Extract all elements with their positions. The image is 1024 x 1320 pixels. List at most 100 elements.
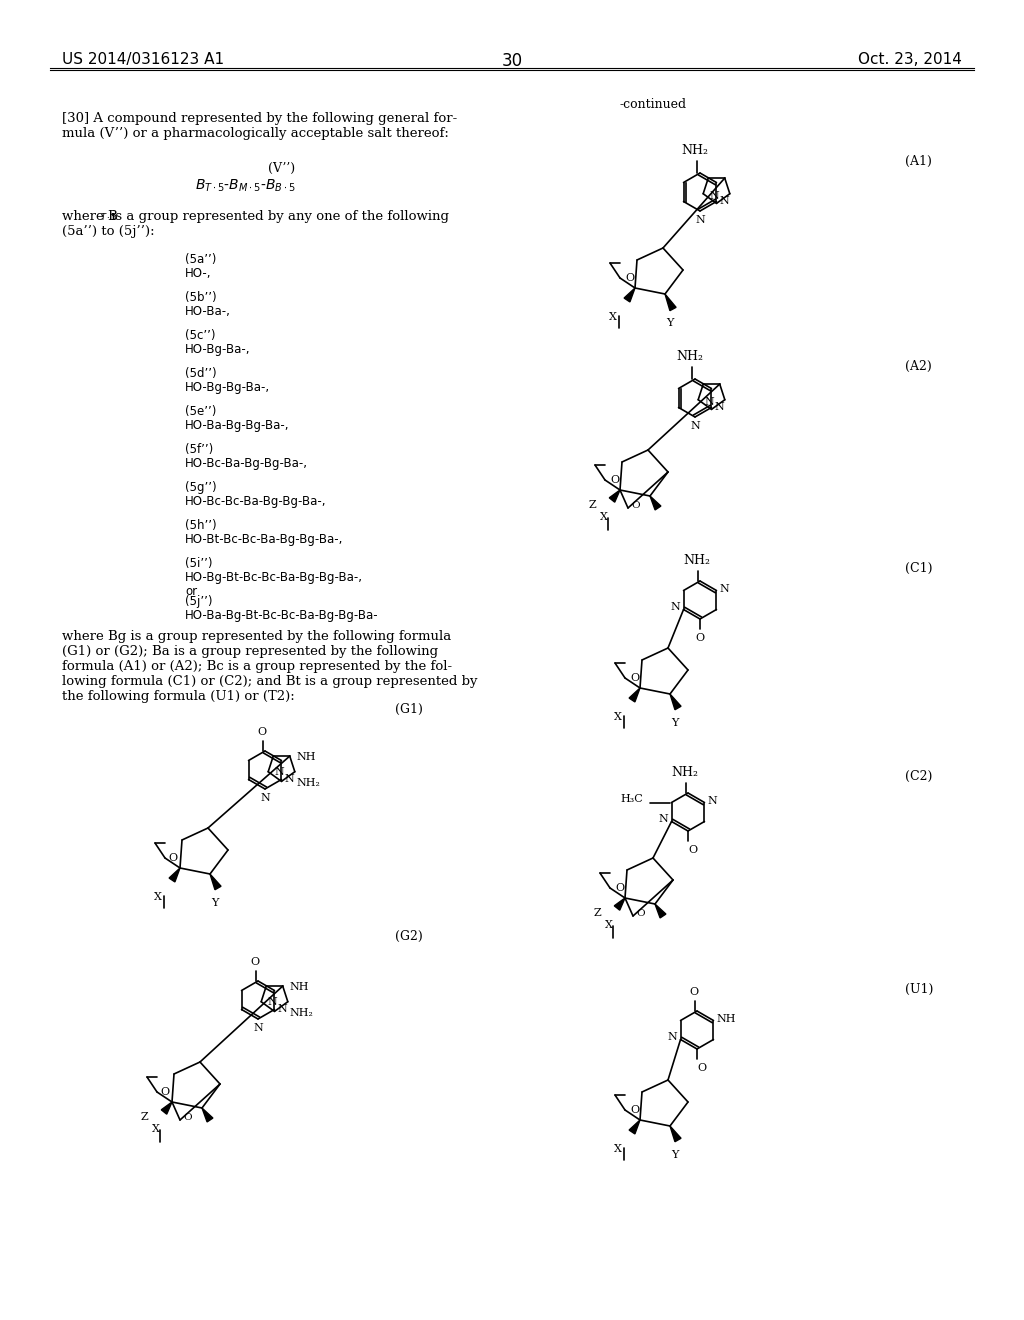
Text: lowing formula (C1) or (C2); and Bt is a group represented by: lowing formula (C1) or (C2); and Bt is a…	[62, 675, 477, 688]
Text: NH₂: NH₂	[682, 144, 709, 157]
Text: HO-Bg-Bg-Ba-,: HO-Bg-Bg-Ba-,	[185, 381, 270, 393]
Text: O: O	[183, 1114, 191, 1122]
Text: NH: NH	[297, 751, 316, 762]
Text: (G2): (G2)	[395, 931, 423, 942]
Text: O: O	[636, 909, 645, 919]
Text: (5j’’): (5j’’)	[185, 595, 213, 609]
Text: N: N	[720, 583, 729, 594]
Text: (C1): (C1)	[905, 562, 933, 576]
Text: N: N	[715, 403, 724, 412]
Text: HO-Bg-Ba-,: HO-Bg-Ba-,	[185, 343, 251, 356]
Polygon shape	[629, 1119, 640, 1134]
Text: N: N	[671, 602, 681, 612]
Text: (5e’’): (5e’’)	[185, 405, 216, 418]
Text: (5a’’) to (5j’’):: (5a’’) to (5j’’):	[62, 224, 155, 238]
Text: N: N	[668, 1032, 678, 1043]
Polygon shape	[655, 904, 666, 917]
Text: N: N	[253, 1023, 263, 1034]
Text: (U1): (U1)	[905, 983, 933, 997]
Text: [30] A compound represented by the following general for-: [30] A compound represented by the follo…	[62, 112, 458, 125]
Text: (5c’’): (5c’’)	[185, 329, 215, 342]
Text: O: O	[626, 273, 635, 282]
Text: O: O	[631, 502, 640, 511]
Polygon shape	[670, 694, 681, 710]
Polygon shape	[650, 496, 660, 510]
Text: (G1) or (G2); Ba is a group represented by the following: (G1) or (G2); Ba is a group represented …	[62, 645, 438, 657]
Text: or: or	[185, 585, 198, 598]
Text: Z: Z	[588, 500, 596, 510]
Text: HO-,: HO-,	[185, 267, 212, 280]
Text: where B: where B	[62, 210, 118, 223]
Text: N: N	[274, 767, 285, 777]
Text: O: O	[695, 634, 705, 643]
Text: -continued: -continued	[620, 98, 687, 111]
Text: N: N	[278, 1005, 287, 1015]
Text: O: O	[257, 727, 266, 737]
Text: N: N	[720, 197, 729, 206]
Polygon shape	[624, 288, 635, 302]
Text: HO-Bg-Bt-Bc-Bc-Ba-Bg-Bg-Ba-,: HO-Bg-Bt-Bc-Bc-Ba-Bg-Bg-Ba-,	[185, 572, 362, 583]
Text: X: X	[614, 711, 622, 722]
Text: O: O	[631, 673, 640, 682]
Text: HO-Bc-Ba-Bg-Bg-Ba-,: HO-Bc-Ba-Bg-Bg-Ba-,	[185, 457, 308, 470]
Text: X: X	[154, 892, 162, 902]
Polygon shape	[161, 1102, 172, 1114]
Text: HO-Ba-Bg-Bt-Bc-Bc-Ba-Bg-Bg-Ba-: HO-Ba-Bg-Bt-Bc-Bc-Ba-Bg-Bg-Ba-	[185, 609, 379, 622]
Text: N: N	[705, 397, 715, 408]
Text: O: O	[697, 1063, 707, 1073]
Text: O: O	[168, 853, 177, 863]
Text: NH₂: NH₂	[683, 554, 711, 568]
Text: O: O	[610, 475, 620, 484]
Text: NH: NH	[290, 982, 309, 991]
Polygon shape	[614, 898, 625, 911]
Text: O: O	[688, 845, 697, 855]
Text: N: N	[695, 215, 705, 224]
Text: (A2): (A2)	[905, 360, 932, 374]
Polygon shape	[665, 294, 676, 310]
Text: N: N	[658, 814, 669, 825]
Text: HO-Bt-Bc-Bc-Ba-Bg-Bg-Ba-,: HO-Bt-Bc-Bc-Ba-Bg-Bg-Ba-,	[185, 533, 343, 546]
Text: (5i’’): (5i’’)	[185, 557, 213, 570]
Text: X: X	[609, 312, 616, 322]
Text: O: O	[251, 957, 259, 968]
Text: Y: Y	[667, 318, 674, 327]
Polygon shape	[629, 688, 640, 702]
Text: O: O	[689, 987, 698, 997]
Text: (A1): (A1)	[905, 154, 932, 168]
Text: Z: Z	[593, 908, 601, 917]
Text: mula (V’’) or a pharmacologically acceptable salt thereof:: mula (V’’) or a pharmacologically accept…	[62, 127, 449, 140]
Text: O: O	[631, 1105, 640, 1115]
Text: 30: 30	[502, 51, 522, 70]
Text: O: O	[615, 883, 625, 894]
Text: NH₂: NH₂	[290, 1008, 313, 1019]
Text: (5a’’): (5a’’)	[185, 253, 216, 267]
Text: NH₂: NH₂	[677, 350, 703, 363]
Polygon shape	[210, 874, 221, 890]
Text: N: N	[267, 998, 278, 1007]
Text: NH₂: NH₂	[672, 766, 698, 779]
Text: US 2014/0316123 A1: US 2014/0316123 A1	[62, 51, 224, 67]
Text: X: X	[600, 512, 608, 521]
Text: N: N	[690, 421, 699, 432]
Text: $_{T\cdot5}$: $_{T\cdot5}$	[100, 210, 118, 223]
Text: Y: Y	[672, 718, 679, 729]
Text: Y: Y	[211, 898, 219, 908]
Text: N: N	[260, 793, 270, 803]
Text: Y: Y	[672, 1150, 679, 1160]
Text: (5d’’): (5d’’)	[185, 367, 217, 380]
Text: Oct. 23, 2014: Oct. 23, 2014	[858, 51, 962, 67]
Text: X: X	[152, 1125, 160, 1134]
Text: formula (A1) or (A2); Bc is a group represented by the fol-: formula (A1) or (A2); Bc is a group repr…	[62, 660, 453, 673]
Text: is a group represented by any one of the following: is a group represented by any one of the…	[106, 210, 449, 223]
Text: X: X	[605, 920, 613, 931]
Text: NH: NH	[717, 1014, 736, 1023]
Text: N: N	[708, 796, 717, 805]
Text: the following formula (U1) or (T2):: the following formula (U1) or (T2):	[62, 690, 295, 704]
Text: HO-Ba-,: HO-Ba-,	[185, 305, 230, 318]
Text: (G1): (G1)	[395, 704, 423, 715]
Text: (5g’’): (5g’’)	[185, 480, 217, 494]
Text: (5f’’): (5f’’)	[185, 444, 213, 455]
Polygon shape	[609, 490, 620, 502]
Text: H₃C: H₃C	[621, 793, 643, 804]
Text: (C2): (C2)	[905, 770, 933, 783]
